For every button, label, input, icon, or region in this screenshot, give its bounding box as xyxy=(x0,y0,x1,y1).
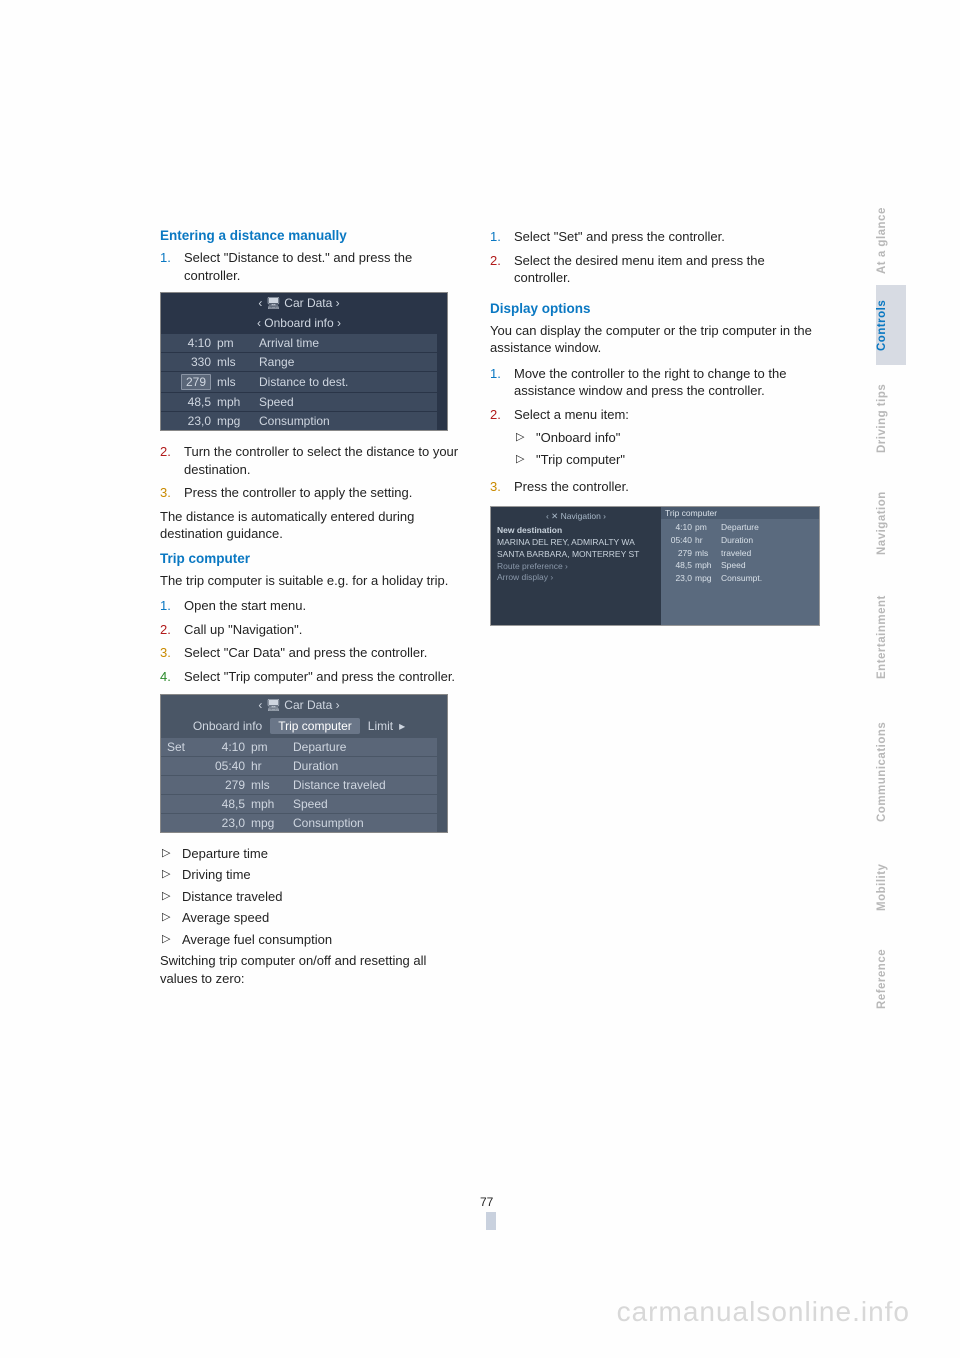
tab-communications[interactable]: Communications xyxy=(876,699,906,845)
disp-step-3: 3.Press the controller. xyxy=(490,478,820,496)
heading-entering-distance: Entering a distance manually xyxy=(160,228,460,243)
screen2-header1: ‹ 🖥 Car Data › xyxy=(161,695,437,715)
screen1-header2: ‹ Onboard info › xyxy=(161,313,437,333)
screen-row: 279mlsDistance to dest. xyxy=(161,371,437,392)
disp-bullet-trip: "Trip computer" xyxy=(536,451,820,469)
nav-line: SANTA BARBARA, MONTERREY ST xyxy=(497,549,655,561)
nav-data-row: 05:40hrDuration xyxy=(665,534,815,547)
screen1-header1: ‹ 🖥 Car Data › xyxy=(161,293,437,313)
heading-display-options: Display options xyxy=(490,301,820,316)
screen-row: 23,0mpgConsumption xyxy=(161,411,437,430)
screen-row: 330mlsRange xyxy=(161,352,437,371)
tab-reference[interactable]: Reference xyxy=(876,929,906,1029)
navigation-split-screenshot: ‹ ✕ Navigation › New destinationMARINA D… xyxy=(490,506,820,626)
scrollbar xyxy=(437,293,447,430)
screen-row: 279mlsDistance traveled xyxy=(161,775,437,794)
step-2: 2.Turn the controller to select the dist… xyxy=(160,443,460,478)
step-2-text: Turn the controller to select the distan… xyxy=(184,443,460,478)
list-item: Driving time xyxy=(182,866,460,884)
nav-line: MARINA DEL REY, ADMIRALTY WA xyxy=(497,537,655,549)
page-number-bar xyxy=(486,1212,496,1230)
nav-left-panel: ‹ ✕ Navigation › New destinationMARINA D… xyxy=(491,507,661,625)
scrollbar xyxy=(437,695,447,832)
section-tabs: At a glanceControlsDriving tipsNavigatio… xyxy=(876,197,906,1029)
nav-line: Route preference › xyxy=(497,561,655,573)
heading-trip-computer: Trip computer xyxy=(160,551,460,566)
screen-row: 23,0mpgConsumption xyxy=(161,813,437,832)
trip-step-2: 2.Call up "Navigation". xyxy=(160,621,460,639)
list-item: Average fuel consumption xyxy=(182,931,460,949)
nav-right-panel: Trip computer 4:10pmDeparture05:40hrDura… xyxy=(661,507,819,625)
disp-step-2: 2. Select a menu item: "Onboard info" "T… xyxy=(490,406,820,473)
page-content: Entering a distance manually 1.Select "D… xyxy=(160,228,850,995)
trip-computer-screenshot: ‹ 🖥 Car Data › Onboard info Trip compute… xyxy=(160,694,448,833)
screen2-header2: Onboard info Trip computer Limit ▸ xyxy=(161,715,437,737)
trip-step-1: 1.Open the start menu. xyxy=(160,597,460,615)
para-switch-reset: Switching trip computer on/off and reset… xyxy=(160,952,460,987)
page-number: 77 xyxy=(480,1195,496,1230)
nav-data-row: 48,5mphSpeed xyxy=(665,559,815,572)
trip-step-4: 4.Select "Trip computer" and press the c… xyxy=(160,668,460,686)
trip-step-3: 3.Select "Car Data" and press the contro… xyxy=(160,644,460,662)
left-column: Entering a distance manually 1.Select "D… xyxy=(160,228,460,995)
step-3: 3.Press the controller to apply the sett… xyxy=(160,484,460,502)
list-item: Departure time xyxy=(182,845,460,863)
watermark: carmanualsonline.info xyxy=(617,1296,910,1328)
para-trip-intro: The trip computer is suitable e.g. for a… xyxy=(160,572,460,590)
nav-data-row: 4:10pmDeparture xyxy=(665,521,815,534)
nav-line: Arrow display › xyxy=(497,572,655,584)
right-step-2: 2.Select the desired menu item and press… xyxy=(490,252,820,287)
screen-row: Set4:10pmDeparture xyxy=(161,737,437,756)
screen-row: 4:10pmArrival time xyxy=(161,333,437,352)
para-auto-distance: The distance is automatically entered du… xyxy=(160,508,460,543)
list-item: Distance traveled xyxy=(182,888,460,906)
right-column: 1.Select "Set" and press the controller.… xyxy=(490,228,820,995)
screen-row: 48,5mphSpeed xyxy=(161,794,437,813)
list-item: Average speed xyxy=(182,909,460,927)
tab-controls[interactable]: Controls xyxy=(876,285,906,365)
step-1-text: Select "Distance to dest." and press the… xyxy=(184,249,460,284)
tab-navigation[interactable]: Navigation xyxy=(876,471,906,575)
right-step-1: 1.Select "Set" and press the controller. xyxy=(490,228,820,246)
step-3-text: Press the controller to apply the settin… xyxy=(184,484,412,502)
nav-data-row: 279mlstraveled xyxy=(665,547,815,560)
tab-mobility[interactable]: Mobility xyxy=(876,845,906,929)
nav-line: New destination xyxy=(497,525,655,537)
trip-bullet-list: Departure time Driving time Distance trave… xyxy=(160,845,460,949)
tab-entertainment[interactable]: Entertainment xyxy=(876,575,906,699)
screen-row: 05:40hrDuration xyxy=(161,756,437,775)
screen-row: 48,5mphSpeed xyxy=(161,392,437,411)
para-display-options: You can display the computer or the trip… xyxy=(490,322,820,357)
tab-at-a-glance[interactable]: At a glance xyxy=(876,197,906,285)
disp-bullet-onboard: "Onboard info" xyxy=(536,429,820,447)
onboard-info-screenshot: ‹ 🖥 Car Data › ‹ Onboard info › 4:10pmAr… xyxy=(160,292,448,431)
disp-step-1: 1.Move the controller to the right to ch… xyxy=(490,365,820,400)
tab-driving-tips[interactable]: Driving tips xyxy=(876,365,906,471)
nav-data-row: 23,0mpgConsumpt. xyxy=(665,572,815,585)
step-1: 1.Select "Distance to dest." and press t… xyxy=(160,249,460,284)
